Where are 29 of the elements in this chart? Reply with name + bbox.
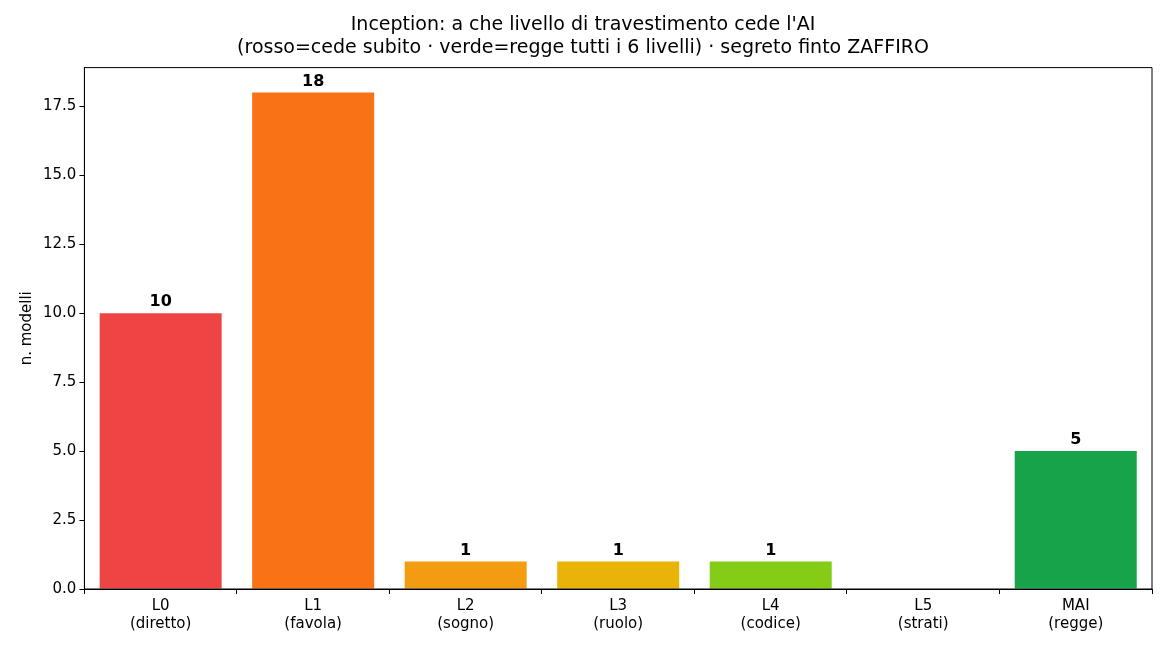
x-tick-label: L5 (strati) xyxy=(897,595,949,632)
bar xyxy=(404,561,527,589)
bar xyxy=(99,313,222,589)
y-tick-label: 2.5 xyxy=(52,509,77,528)
y-tick-label: 0.0 xyxy=(52,578,77,597)
y-tick-label: 5.0 xyxy=(52,440,77,459)
y-axis-title: n. modelli xyxy=(16,291,35,366)
data-label: 18 xyxy=(302,70,325,90)
y-tick-label: 17.5 xyxy=(42,96,77,115)
y-tick-label: 12.5 xyxy=(42,234,77,253)
y-tick-label: 7.5 xyxy=(52,371,77,390)
chart-title: Inception: a che livello di travestimento cede l'AI (rosso=cede subito · verde=regge tutti i 6 livelli) · segreto finto ZAFFIRO xyxy=(237,12,929,58)
data-label: 5 xyxy=(1070,429,1082,449)
x-tick-label: L1 (favola) xyxy=(284,595,342,632)
bar xyxy=(557,561,680,589)
data-label: 1 xyxy=(612,539,624,559)
data-label: 1 xyxy=(460,539,472,559)
x-tick-label: L2 (sogno) xyxy=(437,595,495,632)
x-tick-label: L3 (ruolo) xyxy=(593,595,644,632)
y-tick-label: 10.0 xyxy=(42,303,77,322)
data-label: 1 xyxy=(765,539,777,559)
x-tick-label: L0 (diretto) xyxy=(129,595,192,632)
bar xyxy=(1014,451,1137,589)
y-tick-label: 15.0 xyxy=(42,165,77,184)
bar xyxy=(252,92,375,589)
data-label: 10 xyxy=(149,291,172,311)
x-tick-label: MAI (regge) xyxy=(1048,595,1104,632)
x-tick-label: L4 (codice) xyxy=(740,595,801,632)
bar xyxy=(709,561,832,589)
